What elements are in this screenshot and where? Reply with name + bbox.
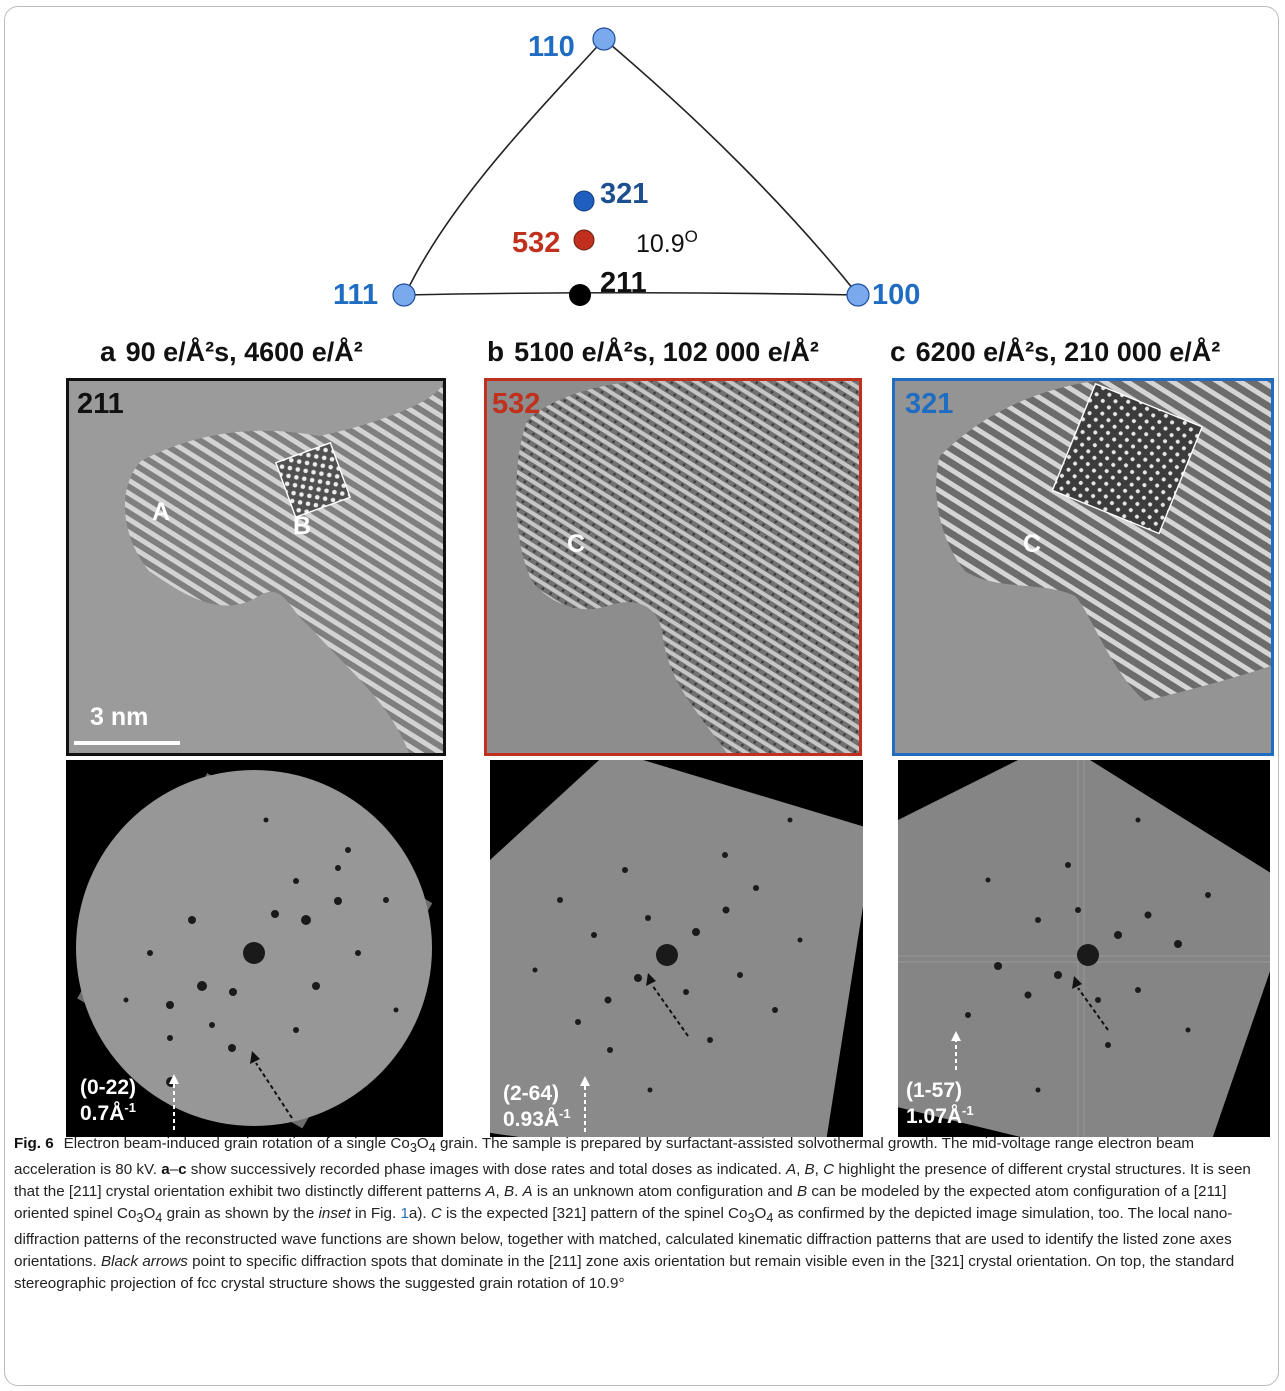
panel-c-fft-frequency: 1.07Å-1 bbox=[906, 1103, 974, 1128]
panel-a-fft-frequency: 0.7Å-1 bbox=[80, 1100, 136, 1125]
stereographic-projection: 110 111 100 321 532 211 10.9O bbox=[333, 27, 920, 311]
pole-211-marker bbox=[569, 284, 591, 306]
triangle-edge-bottom bbox=[404, 291, 859, 296]
pole-100-marker bbox=[846, 283, 870, 307]
panel-b-label-c: C bbox=[567, 530, 586, 558]
panel-c-title: c 6200 e/Å²s, 210 000 e/Å² bbox=[890, 336, 1221, 367]
black-arrow-a bbox=[255, 1062, 293, 1119]
panel-a-fft-index: (0-22) bbox=[80, 1076, 137, 1099]
panel-c-diffraction-pattern bbox=[898, 760, 1270, 1137]
scale-bar bbox=[74, 741, 180, 745]
panel-b-zone-label: 532 bbox=[492, 388, 541, 420]
grain-a bbox=[124, 381, 443, 753]
pole-532-marker bbox=[573, 229, 595, 251]
triangle-edge-left bbox=[404, 38, 605, 296]
panel-b-fft-frequency: 0.93Å-1 bbox=[503, 1106, 571, 1131]
panel-a-label-a: A bbox=[152, 498, 171, 526]
figure-caption: Fig. 6 Electron beam-induced grain rotati… bbox=[14, 1135, 1251, 1293]
panel-b-fft-index: (2-64) bbox=[503, 1082, 560, 1105]
figure-1-link[interactable]: 1 bbox=[400, 1205, 409, 1223]
inset-b bbox=[274, 441, 352, 519]
triangle-edge-right bbox=[603, 38, 859, 296]
panel-a-diffraction-pattern bbox=[66, 760, 443, 1137]
panel-a-phase-image bbox=[66, 378, 446, 756]
figure-frame bbox=[4, 6, 1279, 1386]
pole-110-label: 110 bbox=[528, 31, 575, 63]
rotation-angle-label: 10.9O bbox=[636, 227, 698, 258]
figure-label: Fig. 6 bbox=[14, 1135, 54, 1152]
panel-c-phase-image bbox=[892, 378, 1274, 756]
panel-a-label-b: B bbox=[293, 512, 312, 540]
diffraction-spots-b bbox=[532, 817, 803, 1093]
pole-111-marker bbox=[392, 283, 416, 307]
pole-111-label: 111 bbox=[333, 279, 378, 311]
grain-b bbox=[516, 381, 859, 753]
panel-b-phase-image bbox=[484, 378, 862, 756]
panel-b-diffraction-pattern bbox=[490, 760, 863, 1137]
pole-321-marker bbox=[573, 190, 595, 212]
panel-c-fft-index: (1-57) bbox=[906, 1079, 963, 1102]
diffraction-spots-c bbox=[965, 817, 1211, 1093]
black-arrow-c bbox=[1077, 987, 1109, 1031]
panel-c-label-c: C bbox=[1023, 530, 1042, 558]
pole-532-label: 532 bbox=[512, 227, 560, 259]
panel-b-title: b 5100 e/Å²s, 102 000 e/Å² bbox=[487, 336, 819, 367]
pole-321-label: 321 bbox=[600, 178, 648, 210]
panel-a-title: a 90 e/Å²s, 4600 e/Å² bbox=[100, 336, 363, 367]
pole-211-label: 211 bbox=[600, 267, 647, 299]
inset-simulation bbox=[1051, 382, 1204, 535]
panel-c-zone-label: 321 bbox=[905, 388, 954, 420]
black-arrow-b bbox=[651, 984, 689, 1037]
panel-a-zone-label: 211 bbox=[77, 388, 124, 420]
pole-100-label: 100 bbox=[872, 279, 920, 311]
diffraction-spots-a bbox=[123, 817, 399, 1087]
scale-bar-label: 3 nm bbox=[90, 703, 149, 731]
pole-110-marker bbox=[592, 27, 616, 51]
